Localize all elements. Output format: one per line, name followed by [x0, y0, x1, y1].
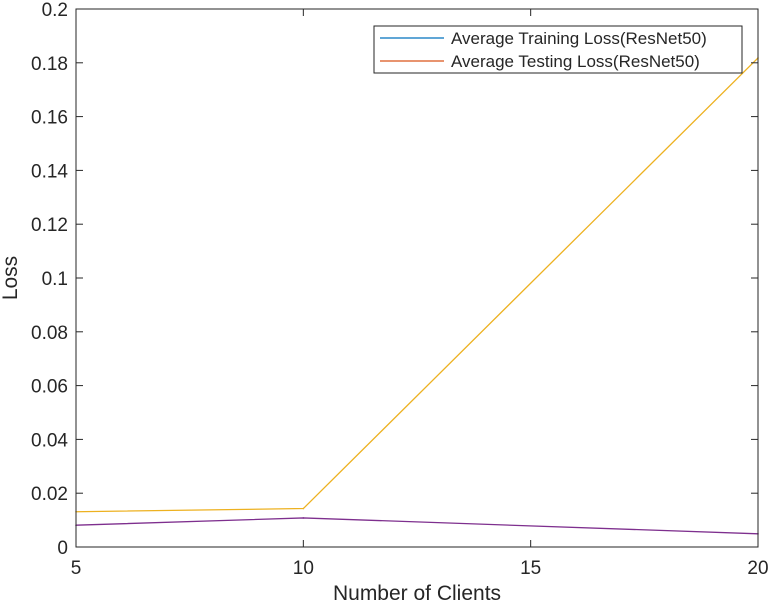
x-axis-label: Number of Clients	[333, 582, 501, 603]
plot-area	[76, 9, 758, 547]
x-tick-label: 20	[747, 558, 768, 579]
y-tick-label: 0.12	[31, 215, 68, 236]
legend-label-training: Average Training Loss(ResNet50)	[451, 29, 707, 48]
x-tick-label: 15	[520, 558, 541, 579]
data-point	[302, 517, 305, 519]
legend-label-testing: Average Testing Loss(ResNet50)	[451, 52, 700, 71]
y-tick-label: 0.18	[31, 54, 68, 75]
y-tick-label: 0.16	[31, 108, 68, 129]
y-tick-label: 0.2	[42, 0, 68, 21]
y-tick-label: 0.1	[42, 269, 68, 290]
legend: Average Training Loss(ResNet50) Average …	[373, 25, 743, 74]
y-tick-label: 0.08	[31, 323, 68, 344]
axes: 5 10 15 20 0 0.02 0.04 0.06 0.08 0.1 0.12 0.14 0.16 0…	[31, 0, 769, 579]
x-tick-label: 5	[71, 558, 82, 579]
legend-box	[373, 25, 743, 74]
y-tick-label: 0.06	[31, 377, 68, 398]
data-point	[302, 507, 305, 510]
y-tick-label: 0.02	[31, 484, 68, 505]
y-tick-label: 0	[57, 538, 68, 559]
y-axis-label: Loss	[0, 256, 22, 300]
y-tick-label: 0.04	[31, 430, 68, 451]
x-tick-label: 10	[293, 558, 314, 579]
y-tick-label: 0.14	[31, 161, 68, 182]
